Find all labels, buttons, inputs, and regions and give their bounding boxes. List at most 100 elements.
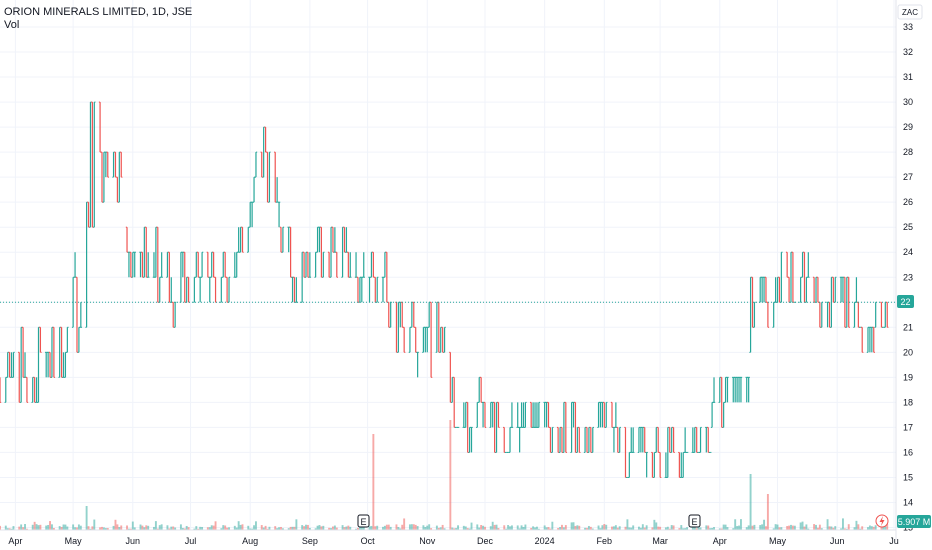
time-tick-label: Oct [361, 536, 376, 546]
volume-bar [77, 524, 80, 530]
volume-bar [603, 524, 606, 530]
ohlc-bar [560, 426, 564, 453]
volume-bar [276, 528, 279, 530]
volume-bar [522, 526, 525, 530]
ohlc-bar [518, 426, 521, 453]
price-tick-label: 24 [903, 247, 913, 257]
price-tick-label: 17 [903, 422, 913, 432]
volume-bar [828, 526, 831, 530]
volume-bar [439, 527, 442, 530]
ohlc-bar [429, 301, 433, 378]
ohlc-bar [520, 402, 523, 428]
volume-indicator-label[interactable]: Vol [4, 19, 20, 31]
currency-badge[interactable]: ZAC [897, 4, 923, 20]
ohlc-bar [327, 251, 331, 278]
volume-bar [422, 525, 425, 530]
ohlc-bar [316, 226, 319, 253]
volume-bar [172, 526, 175, 530]
ohlc-bar [306, 251, 310, 278]
volume-bar [736, 526, 739, 530]
ohlc-bar [707, 426, 710, 453]
ohlc-bar [441, 326, 444, 353]
symbol-title[interactable]: ORION MINERALS LIMITED, 1D, JSE [4, 6, 193, 18]
volume-bar [114, 519, 117, 530]
volume-bar [6, 528, 9, 530]
ohlc-bar [416, 351, 419, 378]
ohlc-bar [374, 276, 377, 303]
ohlc-bar [737, 376, 741, 403]
volume-bar [587, 525, 590, 530]
volume-bar [842, 518, 844, 530]
volume-bar [765, 526, 767, 530]
volume-bar [370, 525, 373, 530]
volume-bar [260, 525, 263, 530]
ohlc-bar [181, 251, 185, 278]
volume-bar [791, 525, 794, 530]
volume-bar [330, 528, 332, 530]
ohlc-bar [408, 326, 412, 353]
price-axis-ticks: 1314151617181920212223242526272829303132… [903, 22, 913, 532]
volume-bar [772, 528, 775, 530]
ohlc-bar [281, 226, 285, 253]
volume-bar [543, 525, 546, 530]
volume-bar [106, 528, 109, 530]
ohlc-bar [114, 151, 117, 178]
ohlc-bar [62, 352, 65, 378]
volume-bar [345, 526, 348, 530]
volume-bar [76, 527, 78, 530]
ohlc-bar [87, 201, 90, 228]
volume-bar [376, 525, 379, 530]
volume-bar [584, 527, 587, 530]
ohlc-bar [426, 326, 429, 353]
ohlc-bar [197, 251, 200, 278]
ohlc-bar [693, 426, 696, 453]
ohlc-bar [510, 402, 514, 428]
volume-bar [20, 524, 23, 530]
price-tick-label: 21 [903, 322, 913, 332]
volume-bar [193, 528, 196, 530]
volume-bar [320, 526, 323, 530]
volume-bar [235, 527, 238, 530]
ohlc-bar [529, 401, 533, 428]
volume-bar [524, 524, 527, 530]
volume-bar [206, 527, 209, 530]
volume-bar [170, 526, 173, 530]
volume-bar [233, 525, 236, 530]
volume-bar [101, 526, 103, 530]
ohlc-bar [237, 227, 240, 253]
volume-bar [35, 524, 38, 530]
volume-bar [545, 527, 548, 530]
ohlc-bar [631, 427, 635, 453]
volume-bar [668, 528, 671, 530]
volume-bar [695, 528, 698, 530]
ohlc-bar [710, 401, 714, 428]
ohlc-bar [125, 226, 129, 253]
volume-bar [532, 526, 535, 530]
ohlc-bar [33, 376, 36, 403]
lightning-icon[interactable] [875, 514, 889, 528]
ohlc-bar [766, 301, 770, 328]
volume-bar [826, 519, 829, 530]
volume-bar [759, 525, 762, 530]
ohlc-bar [739, 376, 743, 403]
ohlc-bar [412, 301, 416, 328]
earnings-marker-2[interactable]: E [688, 514, 701, 528]
ohlc-bar [476, 401, 479, 428]
ohlc-bar [368, 276, 371, 303]
ohlc-bar [524, 401, 527, 428]
volume-bar [537, 528, 540, 530]
volume-bar [195, 526, 198, 530]
volume-bar [102, 527, 105, 530]
earnings-marker-1[interactable]: E [357, 514, 370, 528]
volume-bar [530, 527, 533, 530]
price-tick-label: 19 [903, 372, 913, 382]
ohlc-bar [370, 251, 373, 278]
ohlc-bar [387, 301, 390, 328]
volume-bar [133, 527, 136, 530]
ohlc-bar [10, 352, 13, 378]
ohlc-bar [847, 276, 850, 328]
volume-bar [882, 526, 885, 530]
ohlc-bar [173, 301, 177, 328]
ohlc-bar [551, 426, 554, 453]
